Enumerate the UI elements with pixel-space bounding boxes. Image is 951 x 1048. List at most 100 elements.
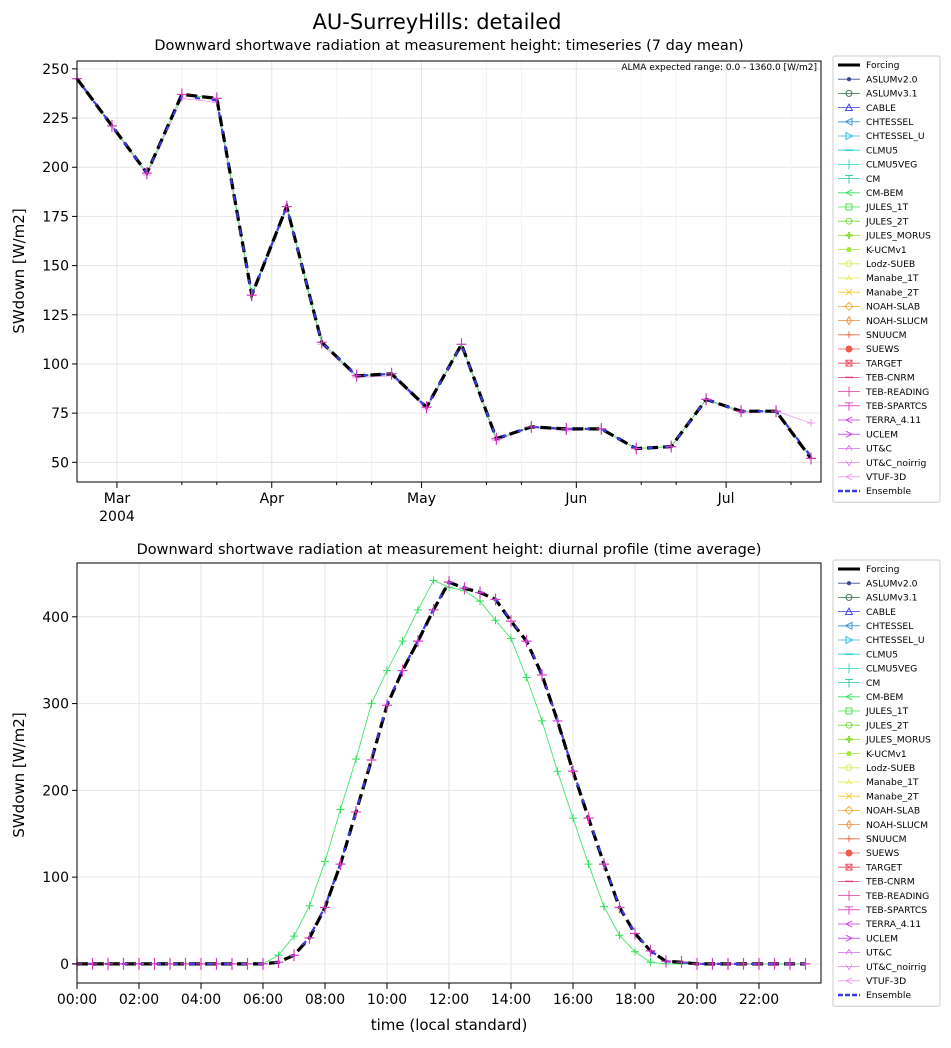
legend-marker bbox=[845, 721, 853, 729]
legend-entry: CABLE bbox=[838, 607, 896, 618]
legend-label: Ensemble bbox=[866, 990, 911, 1001]
data-point-forcing bbox=[785, 957, 795, 970]
legend-entry: ASLUMv2.0 bbox=[838, 578, 918, 589]
legend-entry: ASLUMv3.1 bbox=[838, 89, 917, 100]
legend-label: NOAH-SLAB bbox=[866, 302, 920, 313]
data-point-forcing bbox=[351, 806, 361, 819]
legend-marker bbox=[846, 581, 852, 586]
legend-marker bbox=[845, 835, 853, 843]
legend-label: CM-BEM bbox=[866, 188, 903, 199]
diurnal-grid bbox=[76, 563, 821, 983]
legend-entry: JULES_MORUS bbox=[838, 231, 931, 242]
y-tick-label: 150 bbox=[42, 259, 69, 275]
legend-entry: K-UCMv1 bbox=[838, 749, 907, 760]
data-point-forcing bbox=[491, 432, 502, 445]
y-tick-label: 175 bbox=[42, 209, 69, 225]
data-point-forcing bbox=[526, 420, 537, 433]
legend-label: JULES_1T bbox=[865, 706, 909, 717]
data-point-forcing bbox=[211, 92, 222, 105]
data-point-cm-bem bbox=[646, 958, 655, 967]
legend-label: UT&C bbox=[866, 948, 892, 959]
data-point-cm-bem bbox=[631, 947, 639, 956]
legend-label: CHTESSEL bbox=[866, 621, 914, 632]
x-tick-label: 06:00 bbox=[243, 992, 283, 1008]
legend-entry: Manabe_1T bbox=[838, 777, 919, 788]
axes-frame bbox=[76, 562, 822, 984]
legend-entry: Ensemble bbox=[838, 486, 911, 497]
legend-entry: ASLUMv2.0 bbox=[838, 74, 918, 85]
legend-label: Manabe_2T bbox=[866, 791, 919, 802]
series-line-forcing bbox=[77, 580, 806, 966]
data-point-cm-bem bbox=[538, 716, 546, 725]
legend-label: SUEWS bbox=[866, 344, 899, 355]
legend-label: NOAH-SLUCM bbox=[866, 820, 928, 831]
axes-frame bbox=[76, 60, 822, 483]
legend-label: CHTESSEL_U bbox=[866, 131, 925, 142]
legend-entry: CM-BEM bbox=[838, 188, 903, 199]
timeseries-annotation: ALMA expected range: 0.0 - 1360.0 [W/m2] bbox=[621, 63, 817, 73]
legend-entry: TEB-SPARTCS bbox=[838, 401, 927, 412]
x-tick-label: 04:00 bbox=[181, 992, 221, 1008]
data-point-forcing bbox=[386, 367, 397, 380]
legend-entry: NOAH-SLAB bbox=[838, 806, 920, 817]
legend-entry: UT&C bbox=[838, 444, 892, 455]
legend-entry: JULES_1T bbox=[838, 202, 909, 213]
legend-marker bbox=[844, 920, 853, 928]
data-point-forcing bbox=[211, 957, 222, 970]
legend-entry: ASLUMv3.1 bbox=[838, 593, 917, 604]
data-point-forcing bbox=[645, 944, 656, 957]
y-tick-label: 200 bbox=[42, 160, 69, 176]
legend-label: Manabe_2T bbox=[866, 287, 919, 298]
legend-marker bbox=[844, 693, 853, 701]
data-point-forcing bbox=[176, 88, 187, 101]
legend-entry: CHTESSEL bbox=[838, 621, 914, 632]
data-point-forcing bbox=[366, 753, 377, 766]
legend-label: CABLE bbox=[866, 103, 896, 114]
legend-label: CLMU5VEG bbox=[866, 664, 917, 675]
x-tick-label: 02:00 bbox=[119, 992, 159, 1008]
data-point-forcing bbox=[304, 931, 315, 944]
data-point-forcing bbox=[351, 369, 362, 382]
x-tick-label: 12:00 bbox=[429, 992, 469, 1008]
legend-entry: CM-BEM bbox=[838, 692, 903, 703]
legend-label: CHTESSEL bbox=[866, 117, 914, 128]
legend-entry: CLMU5 bbox=[838, 649, 898, 660]
legend-entry: TARGET bbox=[838, 358, 902, 369]
timeseries-panel: Downward shortwave radiation at measurem… bbox=[10, 38, 822, 525]
data-point-forcing bbox=[456, 338, 467, 351]
legend-marker bbox=[845, 679, 853, 688]
legend-entry: Ensemble bbox=[838, 990, 911, 1001]
data-point-forcing bbox=[707, 957, 718, 970]
data-point-cm-bem bbox=[600, 902, 608, 911]
legend-entry: Lodz-SUEB bbox=[838, 259, 915, 270]
legend-label: CLMU5 bbox=[866, 649, 898, 660]
x-tick-label: Apr bbox=[260, 491, 284, 507]
data-point-forcing bbox=[631, 442, 642, 455]
data-point-cm-bem bbox=[367, 699, 376, 708]
y-tick-label: 100 bbox=[42, 357, 69, 373]
data-point-cm-bem bbox=[476, 597, 484, 606]
legend-label: Forcing bbox=[866, 60, 899, 71]
diurnal-series bbox=[72, 576, 811, 970]
legend-marker bbox=[845, 359, 853, 367]
x-tick-label: Jun bbox=[564, 491, 587, 507]
legend-label: UT&C bbox=[866, 444, 892, 455]
data-point-forcing bbox=[246, 289, 257, 302]
legend-entry: TEB-SPARTCS bbox=[838, 905, 927, 916]
x-tick-label: 20:00 bbox=[677, 992, 717, 1008]
data-point-forcing bbox=[397, 664, 408, 677]
figure-suptitle: AU-SurreyHills: detailed bbox=[313, 10, 562, 34]
legend-label: TEB-READING bbox=[865, 891, 929, 902]
legend-label: Manabe_1T bbox=[866, 273, 919, 284]
data-point-cm-bem bbox=[507, 634, 515, 643]
data-point-forcing bbox=[475, 586, 485, 599]
timeseries-axes: 50 75 100 125 150 175 200 225 250 Mar 2004 Apr May Ju… bbox=[42, 60, 822, 525]
legend-marker bbox=[845, 288, 853, 296]
data-point-forcing bbox=[421, 401, 432, 414]
legend-label: VTUF-3D bbox=[866, 472, 906, 483]
legend-label: TEB-CNRM bbox=[865, 373, 915, 384]
legend-label: CLMU5 bbox=[866, 145, 898, 156]
legend-entry: NOAH-SLUCM bbox=[838, 315, 928, 327]
legend-entry: VTUF-3D bbox=[838, 472, 906, 483]
